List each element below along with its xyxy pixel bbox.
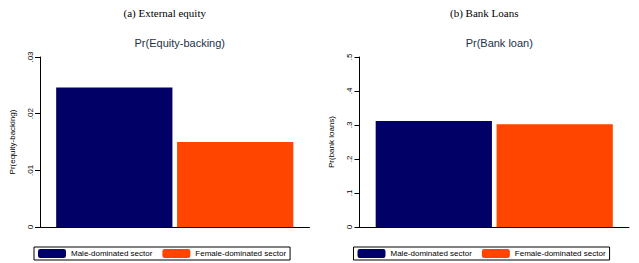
svg-text:.5: .5 xyxy=(345,53,354,60)
svg-text:.4: .4 xyxy=(345,87,354,94)
svg-text:Pr(bank loans): Pr(bank loans) xyxy=(327,116,336,168)
svg-text:0: 0 xyxy=(345,224,354,229)
svg-text:.01: .01 xyxy=(26,164,35,176)
svg-text:.02: .02 xyxy=(26,108,35,120)
svg-text:Female-dominated sector: Female-dominated sector xyxy=(195,249,286,258)
svg-text:0: 0 xyxy=(26,224,35,229)
svg-text:Pr(equity-backing): Pr(equity-backing) xyxy=(8,109,17,174)
svg-text:Pr(Equity-backing): Pr(Equity-backing) xyxy=(135,37,225,49)
svg-text:Male-dominated sector: Male-dominated sector xyxy=(391,249,473,258)
svg-text:(a) External equity: (a) External equity xyxy=(124,7,207,20)
svg-text:Male-dominated sector: Male-dominated sector xyxy=(71,249,153,258)
svg-text:.2: .2 xyxy=(345,155,354,162)
svg-text:Female-dominated sector: Female-dominated sector xyxy=(515,249,606,258)
svg-text:(b) Bank Loans: (b) Bank Loans xyxy=(450,7,518,20)
svg-text:Pr(Bank loan): Pr(Bank loan) xyxy=(466,37,533,49)
svg-text:.3: .3 xyxy=(345,121,354,128)
svg-text:.03: .03 xyxy=(26,51,35,63)
svg-text:.1: .1 xyxy=(345,189,354,196)
